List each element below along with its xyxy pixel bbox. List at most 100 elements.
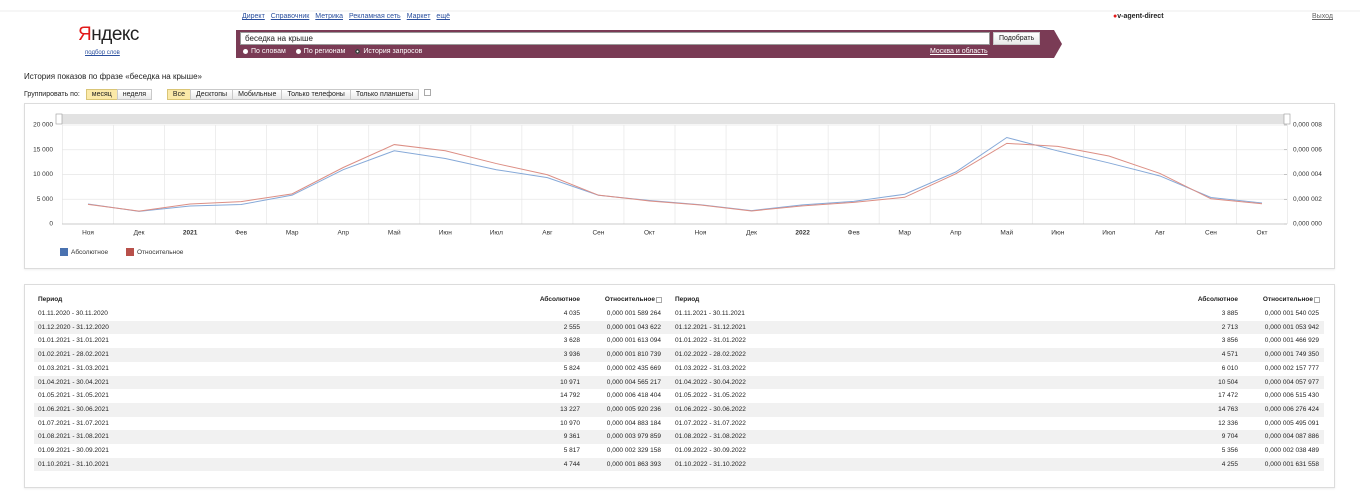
x-tick-label: Апр — [950, 230, 962, 237]
search-modes: По словам По регионам История запросов — [243, 48, 432, 55]
relative-value: 0,000 006 276 424 — [1264, 405, 1319, 413]
relative-value: 0,000 001 043 622 — [606, 323, 661, 331]
logo[interactable]: Яндекс — [78, 24, 139, 45]
column-header: Относительное — [604, 296, 655, 303]
absolute-value: 5 824 — [563, 364, 580, 372]
x-tick-label: Фев — [848, 230, 861, 237]
x-tick-label: 2021 — [183, 230, 198, 237]
legend-label: Абсолютное — [71, 248, 108, 256]
x-tick-label: Июл — [1102, 230, 1115, 237]
absolute-value: 14 763 — [1218, 405, 1238, 413]
absolute-value: 9 704 — [1221, 433, 1238, 441]
radio[interactable]: По словам — [243, 48, 286, 55]
y-tick-label: 10 000 — [33, 171, 53, 178]
period: 01.12.2021 - 31.12.2021 — [675, 323, 746, 331]
absolute-value: 10 504 — [1218, 378, 1238, 386]
user-dot: ● — [1113, 13, 1118, 20]
absolute-value: 17 472 — [1218, 392, 1238, 400]
relative-value: 0,000 002 329 158 — [606, 447, 661, 454]
nav-link[interactable]: Справочник — [270, 13, 310, 20]
radio[interactable]: По регионам — [296, 48, 346, 55]
region[interactable]: Москва и область — [930, 48, 988, 55]
period: 01.07.2022 - 31.07.2022 — [675, 419, 746, 427]
x-tick-label: Май — [1000, 229, 1013, 237]
relative-value: 0,000 001 053 942 — [1264, 323, 1319, 331]
period: 01.08.2022 - 31.08.2022 — [675, 433, 746, 441]
absolute-value: 3 936 — [563, 351, 580, 359]
y2-tick-label: 0,000 004 — [1293, 171, 1322, 178]
column-header: Период — [38, 296, 63, 303]
help-icon — [656, 297, 662, 303]
relative-value: 0,000 006 515 430 — [1264, 392, 1319, 400]
nav-link[interactable]: Метрика — [315, 13, 343, 20]
nav-link[interactable]: ещё — [436, 13, 450, 20]
y2-tick-label: 0,000 002 — [1293, 196, 1322, 203]
nav-link[interactable]: Директ — [242, 13, 265, 20]
absolute-value: 4 255 — [1221, 460, 1238, 468]
column-header: Относительное — [1262, 296, 1313, 303]
x-tick-label: Окт — [644, 230, 655, 237]
slider-handle[interactable] — [55, 113, 63, 125]
relative-value: 0,000 001 863 393 — [606, 460, 661, 468]
relative-value: 0,000 001 631 558 — [1264, 460, 1319, 468]
help-icon[interactable] — [424, 89, 432, 96]
logout[interactable]: Выход — [1312, 13, 1333, 20]
absolute-value: 4 571 — [1221, 351, 1238, 359]
row-shade — [34, 375, 1324, 390]
search-button[interactable]: Подобрать — [993, 32, 1041, 45]
relative-value: 0,000 005 495 091 — [1264, 419, 1319, 427]
relative-value: 0,000 001 613 094 — [606, 337, 661, 345]
radio[interactable]: История запросов — [355, 48, 422, 55]
x-tick-label: Ноя — [82, 230, 94, 237]
row-shade — [34, 402, 1324, 417]
help-icon — [1314, 297, 1320, 303]
nav-link[interactable]: Маркет — [406, 13, 431, 20]
column-header: Абсолютное — [539, 296, 580, 303]
period: 01.03.2021 - 31.03.2021 — [38, 364, 109, 372]
x-tick-label: Ноя — [695, 230, 707, 237]
x-tick-label: 2022 — [795, 230, 810, 237]
period: 01.10.2022 - 31.10.2022 — [675, 460, 746, 468]
relative-value: 0,000 002 038 489 — [1264, 447, 1319, 454]
absolute-value: 14 792 — [560, 392, 580, 400]
relative-value: 0,000 004 057 977 — [1264, 378, 1319, 386]
table-box — [24, 284, 1335, 488]
group-button[interactable]: неделя — [116, 89, 152, 100]
relative-value: 0,000 001 466 929 — [1264, 337, 1319, 345]
absolute-value: 12 336 — [1218, 419, 1238, 427]
relative-value: 0,000 005 920 236 — [606, 405, 661, 413]
logo-wrap: Яндекс — [78, 24, 139, 46]
nav-link[interactable]: Рекламная сеть — [349, 13, 401, 20]
absolute-value: 4 744 — [563, 460, 580, 468]
legend-swatch — [60, 248, 68, 256]
period: 01.06.2021 - 30.06.2021 — [38, 405, 109, 413]
nav: Директ Справочник Метрика Рекламная сеть Мар… — [242, 13, 456, 20]
x-tick-label: Сен — [592, 230, 604, 237]
slider-handle[interactable] — [1283, 113, 1291, 125]
period: 01.10.2021 - 31.10.2021 — [38, 460, 109, 468]
x-tick-label: Апр — [337, 230, 349, 237]
search-query[interactable]: беседка на крыше — [245, 34, 313, 43]
device-button[interactable]: Только планшеты — [349, 89, 420, 100]
logo-subtitle[interactable]: подбор слов — [85, 50, 120, 56]
period: 01.06.2022 - 30.06.2022 — [675, 405, 746, 413]
period: 01.05.2022 - 31.05.2022 — [675, 392, 746, 400]
absolute-value: 2 713 — [1221, 323, 1238, 331]
series-line — [87, 142, 1263, 212]
period: 01.04.2022 - 30.04.2022 — [675, 378, 746, 386]
search-input[interactable]: беседка на крыше — [240, 32, 990, 45]
heading: История показов по фразе «беседка на кры… — [24, 72, 202, 81]
grouping-label: Группировать по: — [24, 91, 80, 98]
absolute-value: 3 856 — [1221, 337, 1238, 345]
relative-value: 0,000 004 565 217 — [606, 378, 661, 386]
user-name[interactable]: v-agent-direct — [1117, 13, 1164, 20]
period: 01.11.2021 - 30.11.2021 — [675, 310, 745, 317]
relative-value: 0,000 003 979 859 — [606, 433, 661, 441]
period: 01.09.2021 - 30.09.2021 — [38, 447, 109, 454]
user[interactable]: ●v-agent-direct — [1113, 13, 1164, 20]
absolute-value: 10 971 — [560, 378, 580, 386]
range-slider[interactable] — [56, 114, 1290, 124]
relative-value: 0,000 004 883 184 — [606, 419, 661, 427]
grouping: Группировать по: месяц неделя Все Десктопы… — [24, 89, 432, 100]
